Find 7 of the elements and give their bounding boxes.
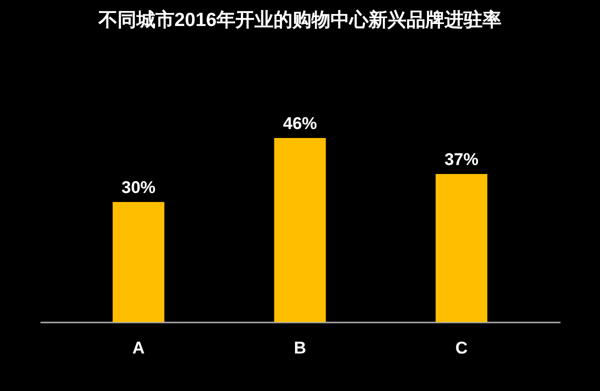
data-label: 37% (444, 150, 479, 169)
chart-title: 不同城市2016年开业的购物中心新兴品牌进驻率 (97, 9, 502, 31)
x-tick-label: C (455, 338, 468, 358)
x-tick-label: A (132, 338, 145, 358)
x-tick-label: B (294, 338, 306, 358)
data-label: 30% (121, 178, 156, 197)
data-label: 46% (282, 114, 318, 133)
